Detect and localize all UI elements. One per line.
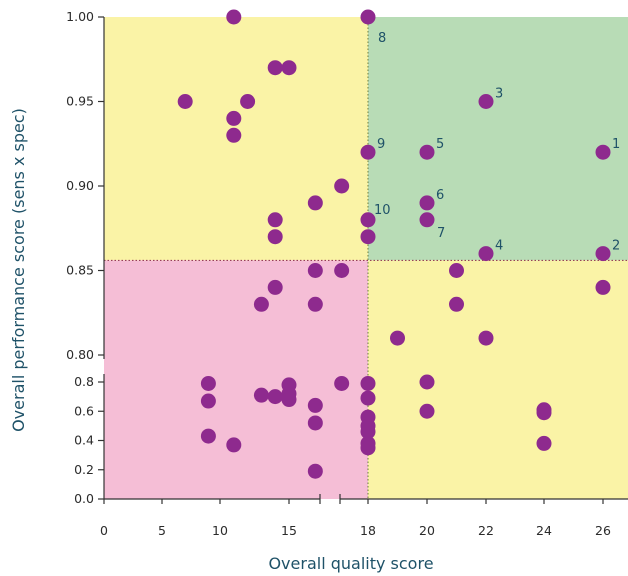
x-tick-label: 5 — [158, 523, 166, 538]
y-tick-label: 0.80 — [66, 347, 94, 362]
data-point — [177, 94, 193, 109]
quadrant-bottom-left — [104, 260, 368, 499]
point-label: 10 — [374, 203, 391, 218]
x-axis-label: Overall quality score — [268, 554, 433, 573]
data-point — [334, 263, 350, 278]
data-point — [595, 279, 611, 295]
y-axis-label: Overall performance score (sens x spec) — [9, 108, 28, 432]
data-point — [478, 330, 494, 346]
tick-labels: 1.00 0.95 0.90 0.85 0.80 0.8 0.6 0.4 0.2 0.0 0 5 10 1… — [66, 9, 611, 538]
data-point — [419, 195, 435, 211]
x-tick-label: 15 — [281, 523, 297, 538]
point-label: 3 — [495, 87, 503, 102]
data-point — [307, 296, 323, 312]
data-point — [267, 60, 283, 76]
data-point — [267, 229, 283, 245]
data-point — [200, 393, 216, 409]
data-point — [419, 403, 435, 419]
data-point — [267, 279, 283, 295]
y-tick-label: 0.0 — [74, 491, 94, 506]
data-point — [307, 415, 323, 431]
y-tick-label: 0.2 — [74, 462, 94, 477]
data-point — [200, 428, 216, 444]
x-tick-label: 24 — [536, 523, 552, 538]
data-point — [419, 374, 435, 390]
data-point — [267, 389, 283, 405]
y-tick-label: 0.90 — [66, 178, 94, 193]
data-point — [360, 424, 376, 440]
data-points — [177, 9, 611, 479]
data-point — [360, 375, 376, 391]
axes — [98, 16, 628, 504]
y-tick-label: 0.95 — [66, 94, 94, 109]
point-label: 1 — [612, 137, 620, 152]
data-point — [449, 263, 464, 278]
data-point — [307, 463, 323, 479]
data-point — [595, 144, 611, 160]
quadrant-bottom-right — [368, 260, 628, 499]
data-point — [267, 212, 283, 228]
data-point — [360, 440, 376, 456]
point-label: 7 — [437, 226, 445, 241]
data-point — [478, 94, 494, 109]
data-point — [200, 375, 216, 391]
data-point — [307, 195, 323, 211]
data-point — [253, 387, 269, 403]
data-point — [390, 330, 405, 346]
point-label: 5 — [436, 137, 444, 152]
data-point — [449, 296, 464, 312]
point-labels: 8 3 9 5 1 6 10 7 4 2 — [374, 31, 620, 254]
y-tick-label: 0.85 — [66, 263, 94, 278]
data-point — [536, 435, 552, 451]
data-point — [360, 144, 376, 160]
point-label: 8 — [378, 31, 386, 46]
quadrant-top-right — [368, 17, 628, 261]
y-tick-label: 0.8 — [74, 374, 94, 389]
y-tick-label: 0.6 — [74, 403, 94, 418]
data-point — [419, 144, 435, 160]
data-point — [307, 263, 323, 278]
data-point — [253, 296, 269, 312]
data-point — [226, 437, 242, 453]
data-point — [419, 212, 435, 228]
data-point — [478, 246, 494, 262]
x-tick-label: 20 — [419, 523, 435, 538]
y-tick-label: 0.4 — [74, 433, 94, 448]
data-point — [281, 60, 297, 76]
data-point — [334, 178, 350, 194]
point-label: 9 — [377, 137, 385, 152]
data-point — [360, 229, 376, 245]
data-point — [360, 212, 376, 228]
data-point — [595, 246, 611, 262]
point-label: 4 — [495, 239, 503, 254]
data-point — [536, 405, 552, 421]
x-tick-label: 22 — [478, 523, 494, 538]
data-point — [226, 110, 242, 126]
data-point — [360, 390, 376, 406]
data-point — [334, 375, 350, 391]
data-point — [307, 397, 323, 413]
x-tick-label: 26 — [595, 523, 611, 538]
point-label: 2 — [612, 239, 620, 254]
data-point — [226, 9, 242, 25]
x-tick-label: 10 — [212, 523, 228, 538]
data-point — [226, 127, 242, 143]
data-point — [281, 392, 297, 408]
quadrant-backgrounds — [104, 17, 628, 499]
x-tick-label: 18 — [360, 523, 376, 538]
y-tick-label: 1.00 — [66, 9, 94, 24]
x-tick-label: 0 — [100, 523, 108, 538]
point-label: 6 — [436, 188, 444, 203]
data-point — [240, 94, 256, 109]
data-point — [360, 9, 376, 25]
